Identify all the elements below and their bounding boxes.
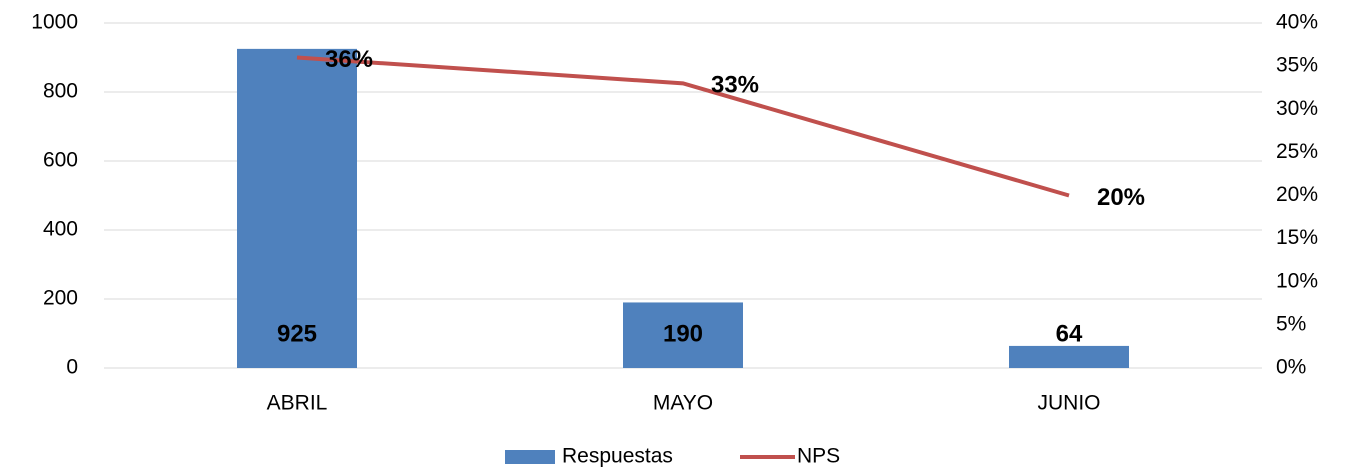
y-tick-label: 800 <box>43 80 78 103</box>
bar <box>237 48 357 368</box>
legend-label: Respuestas <box>562 445 673 468</box>
legend-swatch <box>505 450 555 464</box>
line <box>296 55 1070 198</box>
line-value-label: 36% <box>325 46 373 73</box>
y2-tick-label: 25% <box>1276 140 1318 163</box>
line-value-label: 33% <box>711 72 759 99</box>
y-tick-label: 400 <box>43 218 78 241</box>
bar-value-label: 190 <box>663 320 703 347</box>
y2-tick-label: 10% <box>1276 269 1318 292</box>
y2-tick-label: 5% <box>1276 312 1306 335</box>
bar <box>1009 345 1129 368</box>
bar <box>623 302 743 368</box>
y-tick-label: 200 <box>43 287 78 310</box>
legend-label: NPS <box>797 445 840 468</box>
x-tick-label: MAYO <box>653 392 713 415</box>
y2-tick-label: 35% <box>1276 54 1318 77</box>
y2-tick-label: 15% <box>1276 226 1318 249</box>
bar-value-label: 64 <box>1056 320 1083 347</box>
x-tick-label: JUNIO <box>1038 392 1101 415</box>
y2-tick-label: 40% <box>1276 11 1318 34</box>
y-tick-label: 600 <box>43 149 78 172</box>
y2-tick-label: 0% <box>1276 356 1306 379</box>
x-tick-label: ABRIL <box>267 392 328 415</box>
y2-tick-label: 30% <box>1276 97 1318 120</box>
y-tick-label: 0 <box>66 356 78 379</box>
y2-tick-label: 20% <box>1276 183 1318 206</box>
line-value-label: 20% <box>1097 184 1145 211</box>
y-tick-label: 1000 <box>31 11 78 34</box>
bar-value-label: 925 <box>277 320 317 347</box>
